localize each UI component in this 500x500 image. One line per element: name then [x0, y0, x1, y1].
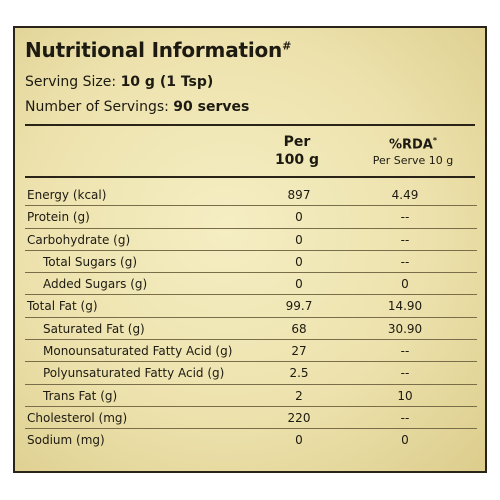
divider-header	[25, 176, 475, 178]
nutrient-rda: 0	[401, 277, 409, 292]
nutrient-name: Protein (g)	[27, 210, 90, 225]
serving-size-label: Serving Size:	[25, 74, 117, 90]
nutrient-name: Energy (kcal)	[27, 188, 107, 202]
nutrient-table: Energy (kcal) 897 4.49 Protein (g) 0 -- Carboh…	[25, 184, 477, 452]
nutrient-rda: --	[400, 210, 410, 225]
nutrient-name: Sodium (mg)	[27, 433, 105, 448]
nutrient-rda: --	[400, 254, 410, 269]
rda-header-line2: Per Serve 10 g	[372, 154, 454, 168]
nutrient-per: 0	[295, 277, 303, 292]
nutrient-per: 897	[287, 188, 311, 202]
nutrient-per: 2	[295, 388, 303, 403]
table-row: Sodium (mg) 0 0	[25, 429, 477, 451]
nutrient-name: Monounsaturated Fatty Acid (g)	[43, 344, 233, 359]
table-row: Cholesterol (mg) 220 --	[25, 407, 477, 430]
nutrient-rda: 10	[397, 388, 413, 403]
nutrient-per: 68	[291, 321, 307, 336]
nutrient-rda: 0	[401, 433, 409, 448]
column-header-per-100g: Per 100 g	[265, 133, 329, 169]
table-row: Trans Fat (g) 2 10	[25, 385, 477, 407]
per-header-line2: 100 g	[274, 152, 320, 168]
nutrition-panel: Nutritional Information# Serving Size: 1…	[13, 26, 487, 473]
servings-value: 90 serves	[173, 99, 250, 115]
nutrient-name: Carbohydrate (g)	[27, 232, 131, 247]
table-row: Added Sugars (g) 0 0	[25, 273, 477, 296]
table-row: Total Fat (g) 99.7 14.90	[25, 295, 477, 318]
nutrient-per: 0	[295, 210, 303, 225]
servings-count: Number of Servings: 90 serves	[25, 99, 249, 115]
rda-header-line1: %RDA	[388, 137, 433, 153]
nutrient-rda: 4.49	[391, 188, 419, 202]
table-row: Polyunsaturated Fatty Acid (g) 2.5 --	[25, 362, 477, 385]
nutrient-per: 220	[287, 410, 311, 425]
nutrient-name: Saturated Fat (g)	[43, 321, 145, 336]
rda-footnote-mark: *	[432, 136, 438, 145]
title-text: Nutritional Information	[25, 38, 283, 62]
nutrient-name: Total Sugars (g)	[43, 254, 138, 269]
divider-top	[25, 124, 475, 126]
nutrient-rda: --	[400, 232, 410, 247]
nutrient-name: Trans Fat (g)	[43, 388, 118, 403]
table-row: Monounsaturated Fatty Acid (g) 27 --	[25, 340, 477, 363]
nutrient-rda: --	[400, 344, 410, 359]
nutrient-per: 0	[295, 254, 303, 269]
nutrient-rda: 30.90	[387, 321, 423, 336]
nutrient-per: 0	[295, 232, 303, 247]
serving-size-value: 10 g (1 Tsp)	[120, 74, 214, 90]
table-row: Carbohydrate (g) 0 --	[25, 229, 477, 251]
nutrient-per: 99.7	[285, 299, 313, 314]
title-footnote-mark: #	[282, 39, 292, 53]
nutrient-per: 0	[295, 433, 303, 448]
nutrient-rda: 14.90	[387, 299, 423, 314]
nutrient-per: 27	[291, 344, 307, 359]
serving-size: Serving Size: 10 g (1 Tsp)	[25, 74, 213, 90]
nutrient-rda: --	[400, 366, 410, 381]
nutrient-rda: --	[400, 410, 410, 425]
per-header-line1: Per	[283, 134, 311, 150]
nutrient-name: Total Fat (g)	[27, 299, 98, 314]
table-row: Saturated Fat (g) 68 30.90	[25, 318, 477, 341]
servings-label: Number of Servings:	[25, 99, 169, 115]
nutrient-name: Added Sugars (g)	[43, 277, 148, 292]
column-header-rda: %RDA* Per Serve 10 g	[355, 133, 471, 168]
table-row: Protein (g) 0 --	[25, 206, 477, 229]
table-row: Total Sugars (g) 0 --	[25, 251, 477, 274]
nutrient-per: 2.5	[289, 366, 309, 381]
page-title: Nutritional Information#	[25, 38, 291, 62]
nutrient-name: Cholesterol (mg)	[27, 410, 128, 425]
nutrient-name: Polyunsaturated Fatty Acid (g)	[43, 366, 225, 381]
table-row: Energy (kcal) 897 4.49	[25, 184, 477, 207]
